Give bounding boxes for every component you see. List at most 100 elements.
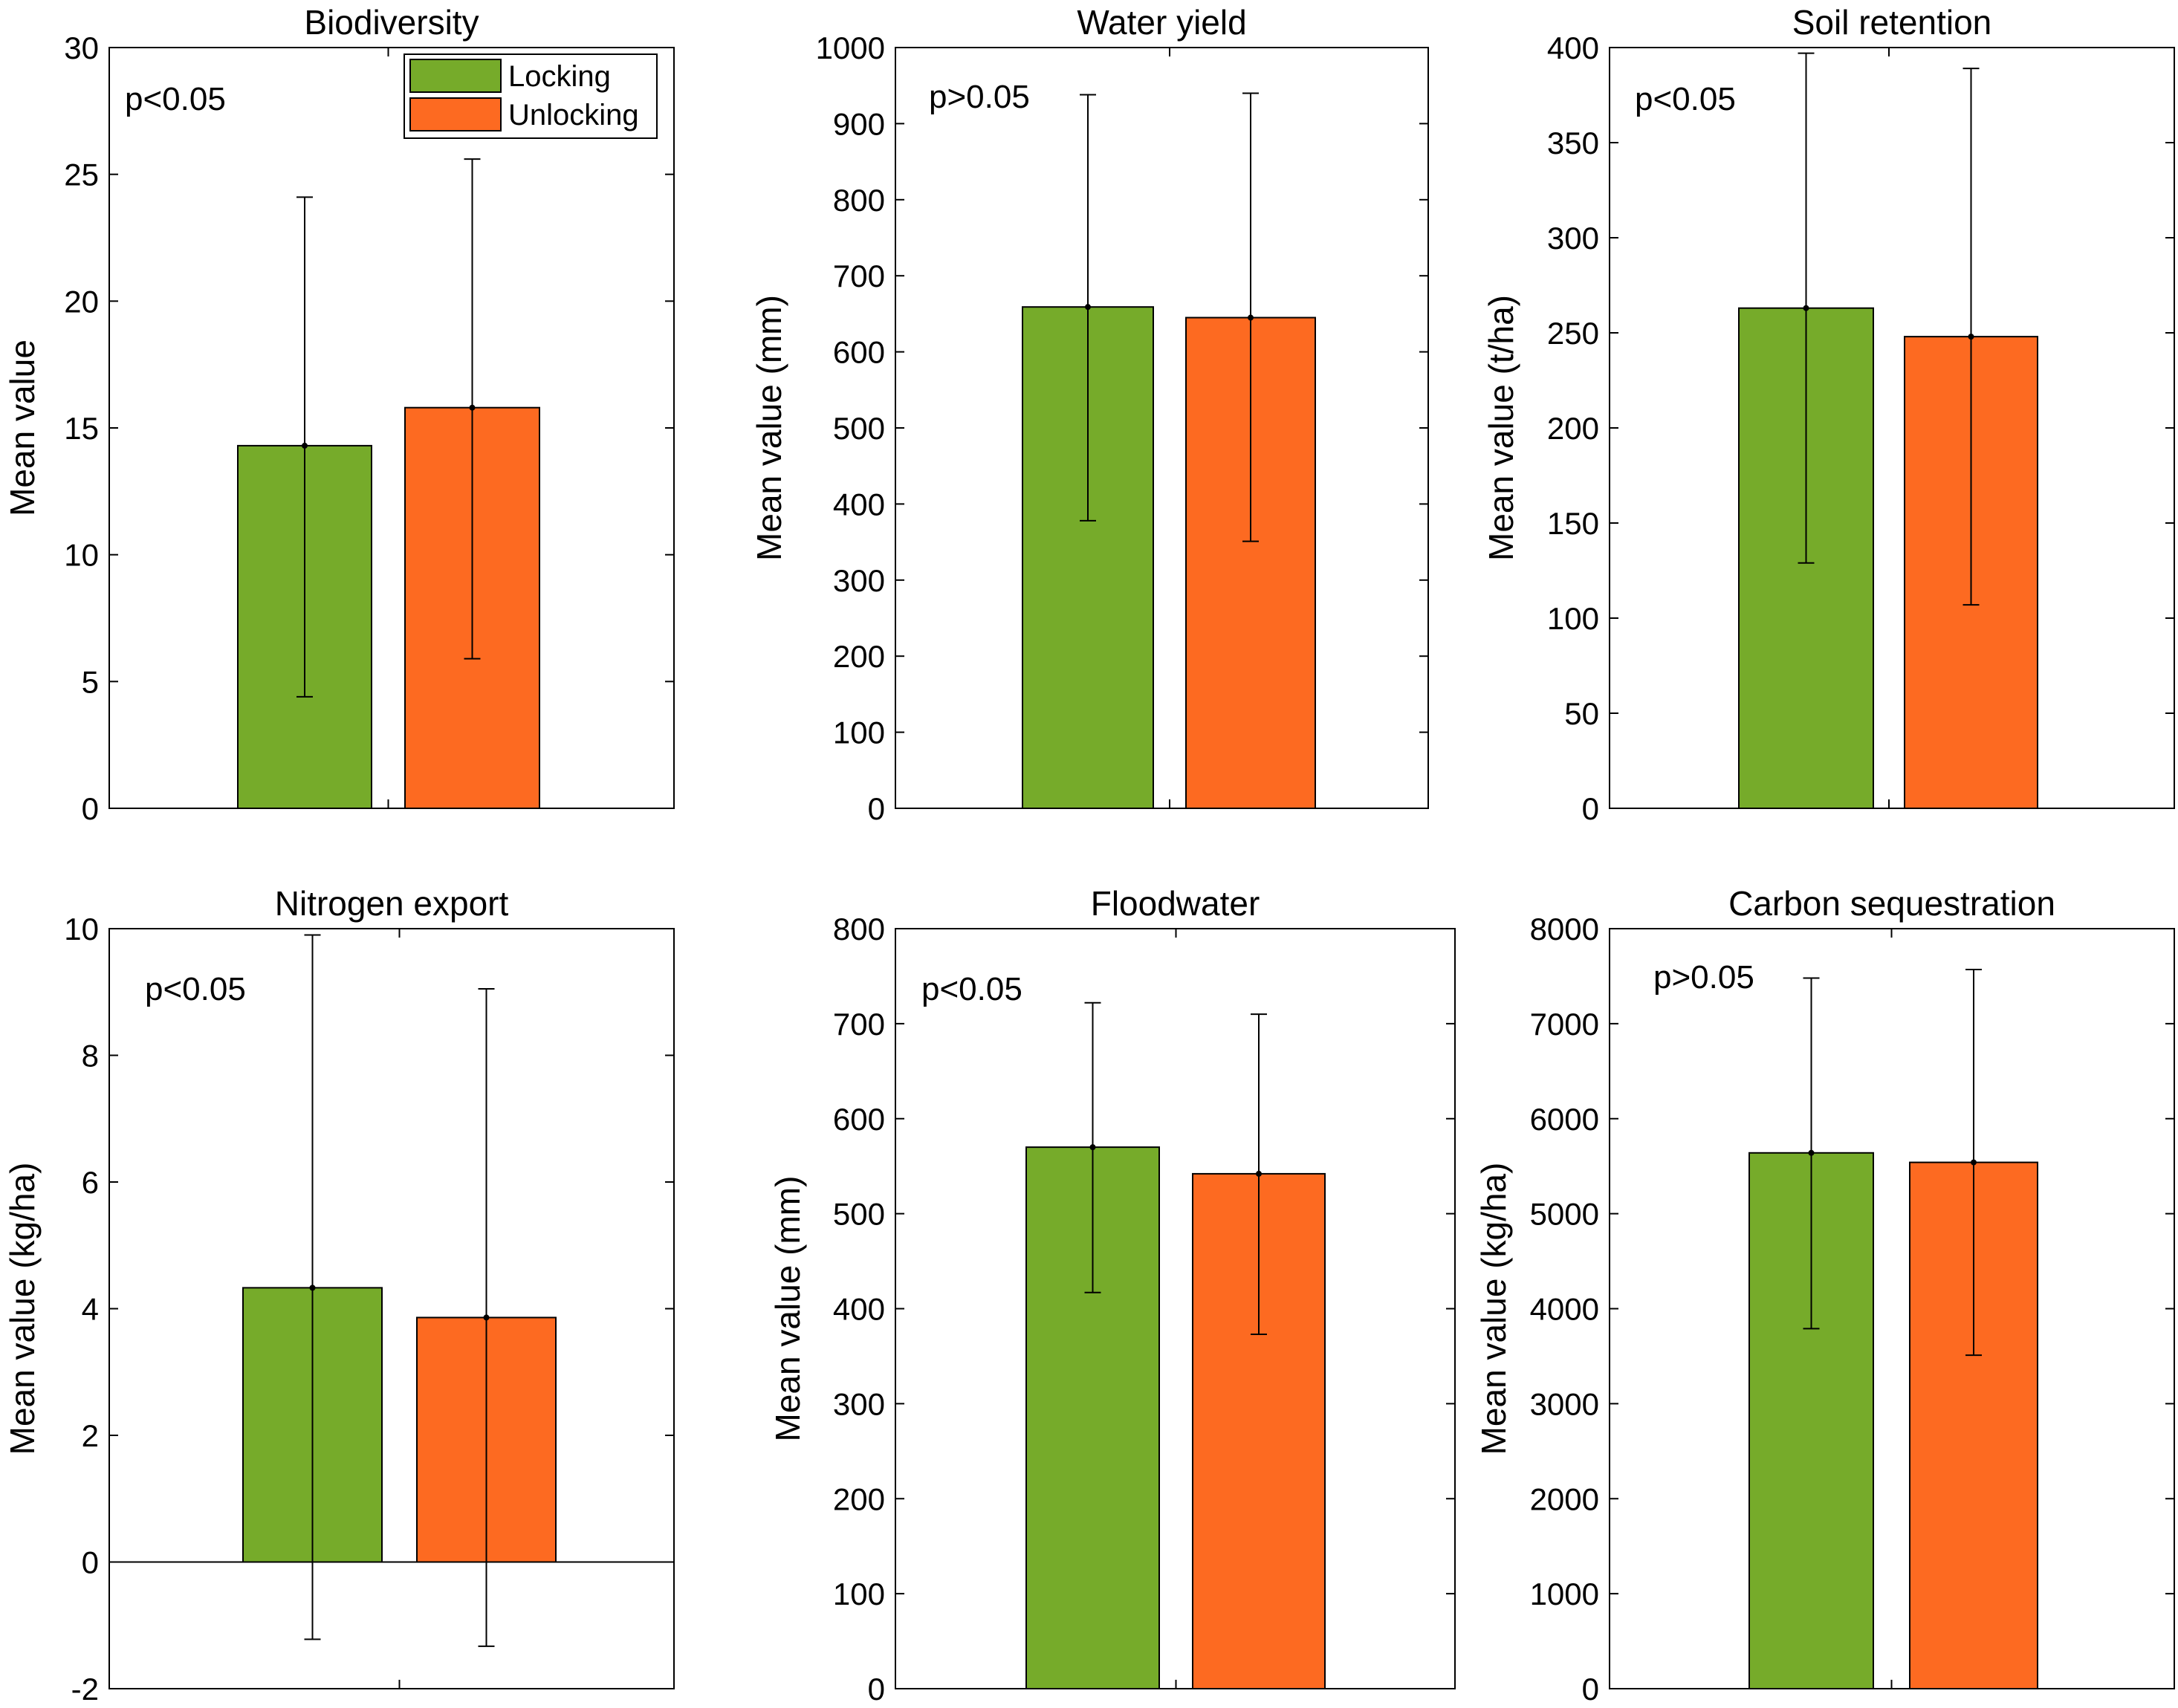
axes-box xyxy=(108,47,675,809)
chart-panel-2: 0 100 200 300 400 500 600 700 800 900 1000 Water yi… xyxy=(750,3,1429,826)
y-tick-label: 0 xyxy=(1582,1672,1599,1707)
legend-swatch xyxy=(409,97,502,131)
y-axis-label: Mean value (kg/ha) xyxy=(3,1163,42,1455)
chart-title: Nitrogen export xyxy=(275,884,509,923)
y-tick-label: 600 xyxy=(833,335,885,370)
y-tick-label: 350 xyxy=(1547,126,1599,160)
y-tick-label: 100 xyxy=(1547,601,1599,636)
y-tick-label: 250 xyxy=(1547,316,1599,351)
y-axis-label: Mean value (kg/ha) xyxy=(1474,1163,1513,1455)
mean-marker xyxy=(1803,305,1809,311)
y-tick-label: 200 xyxy=(833,1481,885,1516)
chart-title: Biodiversity xyxy=(304,3,479,42)
y-tick-label: 900 xyxy=(833,106,885,141)
y-tick-label: 600 xyxy=(833,1102,885,1137)
y-tick-label: 300 xyxy=(833,1386,885,1421)
y-tick-label: 2000 xyxy=(1530,1481,1599,1516)
y-tick-label: 3000 xyxy=(1530,1386,1599,1421)
p-value-annotation: p<0.05 xyxy=(125,81,226,117)
chart-title: Water yield xyxy=(1077,3,1246,42)
y-tick-label: 700 xyxy=(833,259,885,293)
mean-marker xyxy=(1089,1144,1096,1151)
y-axis-label: Mean value xyxy=(3,340,42,516)
mean-marker xyxy=(469,404,476,411)
y-tick-label: 100 xyxy=(833,715,885,750)
y-tick-label: 800 xyxy=(833,912,885,946)
y-tick-label: 400 xyxy=(1547,30,1599,65)
axes-box xyxy=(1609,928,2175,1689)
y-tick-label: 10 xyxy=(64,538,99,573)
y-tick-label: 200 xyxy=(1547,411,1599,446)
y-tick-label: 100 xyxy=(833,1577,885,1611)
mean-marker xyxy=(1256,1170,1262,1177)
chart-panel-1: 0 5 10 15 20 25 30 Biodiversity Mean value p<0.05 xyxy=(3,3,675,826)
y-tick-label: 500 xyxy=(833,1197,885,1232)
y-axis-label: Mean value (t/ha) xyxy=(1482,295,1520,561)
y-tick-label: 5000 xyxy=(1530,1197,1599,1232)
y-tick-label: 20 xyxy=(64,284,99,319)
chart-panel-3: 0 50 100 150 200 250 300 350 400 Soil retention Me… xyxy=(1482,3,2175,826)
y-tick-label: 1000 xyxy=(816,30,885,65)
mean-marker xyxy=(1968,334,1974,340)
y-tick-label: 4000 xyxy=(1530,1292,1599,1327)
mean-marker xyxy=(1971,1159,1977,1166)
y-axis-label: Mean value (mm) xyxy=(768,1176,807,1442)
y-tick-label: 800 xyxy=(833,183,885,218)
y-tick-label: 150 xyxy=(1547,506,1599,541)
mean-marker xyxy=(483,1314,490,1321)
y-tick-label: 0 xyxy=(82,1545,99,1580)
y-tick-label: 10 xyxy=(64,912,99,946)
y-tick-label: 7000 xyxy=(1530,1007,1599,1042)
y-tick-label: 400 xyxy=(833,487,885,522)
y-tick-label: 500 xyxy=(833,411,885,446)
p-value-annotation: p<0.05 xyxy=(145,971,246,1007)
chart-title: Floodwater xyxy=(1091,884,1260,923)
y-tick-label: 6000 xyxy=(1530,1102,1599,1137)
chart-title: Soil retention xyxy=(1792,3,1992,42)
axes-box xyxy=(108,928,675,1689)
y-tick-label: 4 xyxy=(82,1292,99,1327)
y-tick-label: 15 xyxy=(64,411,99,446)
y-tick-label: 5 xyxy=(82,664,99,699)
p-value-annotation: p>0.05 xyxy=(929,79,1030,115)
p-value-annotation: p<0.05 xyxy=(921,971,1022,1007)
y-tick-label: 0 xyxy=(82,791,99,826)
y-tick-label: 300 xyxy=(833,563,885,598)
y-tick-label: 0 xyxy=(868,791,885,826)
y-tick-label: 30 xyxy=(64,30,99,65)
y-tick-label: 200 xyxy=(833,639,885,674)
chart-panel-5: 0 100 200 300 400 500 600 700 800 Floodwater Mean … xyxy=(768,884,1456,1707)
y-tick-label: 6 xyxy=(82,1165,99,1200)
legend-swatch xyxy=(409,59,502,93)
legend-label: Unlocking xyxy=(508,99,639,131)
y-tick-label: 300 xyxy=(1547,221,1599,256)
y-tick-label: 1000 xyxy=(1530,1577,1599,1611)
y-tick-label: 400 xyxy=(833,1292,885,1327)
p-value-annotation: p<0.05 xyxy=(1635,81,1736,117)
y-tick-label: -2 xyxy=(71,1672,99,1707)
y-tick-label: 25 xyxy=(64,158,99,192)
mean-marker xyxy=(309,1285,316,1291)
mean-marker xyxy=(1248,314,1254,321)
y-tick-label: 8 xyxy=(82,1039,99,1074)
mean-marker xyxy=(1808,1149,1815,1156)
axes-box xyxy=(1609,47,2175,809)
mean-marker xyxy=(1085,304,1091,311)
p-value-annotation: p>0.05 xyxy=(1653,959,1754,996)
chart-panel-6: 0 1000 2000 3000 4000 5000 6000 7000 8000 Carbon … xyxy=(1474,884,2175,1707)
chart-panel-4: -2 0 2 4 6 8 10 Nitrogen export Mean value (kg/h… xyxy=(3,884,675,1707)
mean-marker xyxy=(302,442,308,449)
y-tick-label: 700 xyxy=(833,1007,885,1042)
y-tick-label: 8000 xyxy=(1530,912,1599,946)
y-tick-label: 50 xyxy=(1564,696,1599,731)
legend-label: Locking xyxy=(508,60,611,93)
y-tick-label: 0 xyxy=(868,1672,885,1707)
legend: Locking Unlocking xyxy=(403,53,658,139)
y-tick-label: 2 xyxy=(82,1418,99,1453)
y-tick-label: 0 xyxy=(1582,791,1599,826)
chart-title: Carbon sequestration xyxy=(1728,884,2055,923)
y-axis-label: Mean value (mm) xyxy=(750,295,788,561)
axes-box xyxy=(895,928,1456,1689)
axes-box xyxy=(895,47,1429,809)
